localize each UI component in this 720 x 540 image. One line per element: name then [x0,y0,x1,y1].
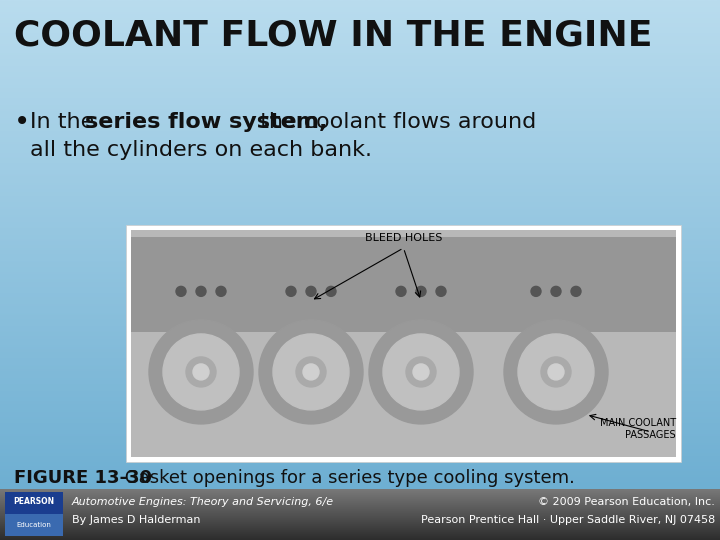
Circle shape [286,286,296,296]
Bar [5,492,63,536]
Text: the coolant flows around: the coolant flows around [253,112,536,132]
Circle shape [541,357,571,387]
Circle shape [369,320,473,424]
Circle shape [176,286,186,296]
Circle shape [296,357,326,387]
Circle shape [216,286,226,296]
Text: Gasket openings for a series type cooling system.: Gasket openings for a series type coolin… [119,469,575,487]
Text: FIGURE 13-30: FIGURE 13-30 [14,469,152,487]
Bar [5,514,63,536]
Circle shape [326,286,336,296]
Circle shape [571,286,581,296]
Circle shape [306,286,316,296]
Text: Pearson Prentice Hall · Upper Saddle River, NJ 07458: Pearson Prentice Hall · Upper Saddle Riv… [420,515,715,525]
Circle shape [303,364,319,380]
Circle shape [163,334,239,410]
Bar [131,237,676,332]
Circle shape [273,334,349,410]
Circle shape [436,286,446,296]
Text: BLEED HOLES: BLEED HOLES [365,233,442,243]
Text: •: • [14,108,30,136]
Text: PEARSON: PEARSON [14,497,55,507]
Circle shape [548,364,564,380]
Circle shape [518,334,594,410]
Circle shape [149,320,253,424]
Circle shape [504,320,608,424]
Text: In the: In the [30,112,102,132]
Bar [131,230,676,457]
Text: Education: Education [17,522,51,528]
Circle shape [406,357,436,387]
Text: COOLANT FLOW IN THE ENGINE: COOLANT FLOW IN THE ENGINE [14,18,652,52]
Circle shape [551,286,561,296]
Circle shape [186,357,216,387]
Text: Automotive Engines: Theory and Servicing, 6/e: Automotive Engines: Theory and Servicing… [72,497,334,507]
Bar [126,225,681,462]
Text: © 2009 Pearson Education, Inc.: © 2009 Pearson Education, Inc. [538,497,715,507]
Circle shape [383,334,459,410]
Circle shape [259,320,363,424]
Bar [5,492,63,514]
Circle shape [416,286,426,296]
Text: By James D Halderman: By James D Halderman [72,515,200,525]
Text: series flow system,: series flow system, [85,112,328,132]
Circle shape [413,364,429,380]
Text: all the cylinders on each bank.: all the cylinders on each bank. [30,140,372,160]
Circle shape [531,286,541,296]
Circle shape [193,364,209,380]
Circle shape [196,286,206,296]
Circle shape [396,286,406,296]
Text: MAIN COOLANT
PASSAGES: MAIN COOLANT PASSAGES [600,418,676,440]
